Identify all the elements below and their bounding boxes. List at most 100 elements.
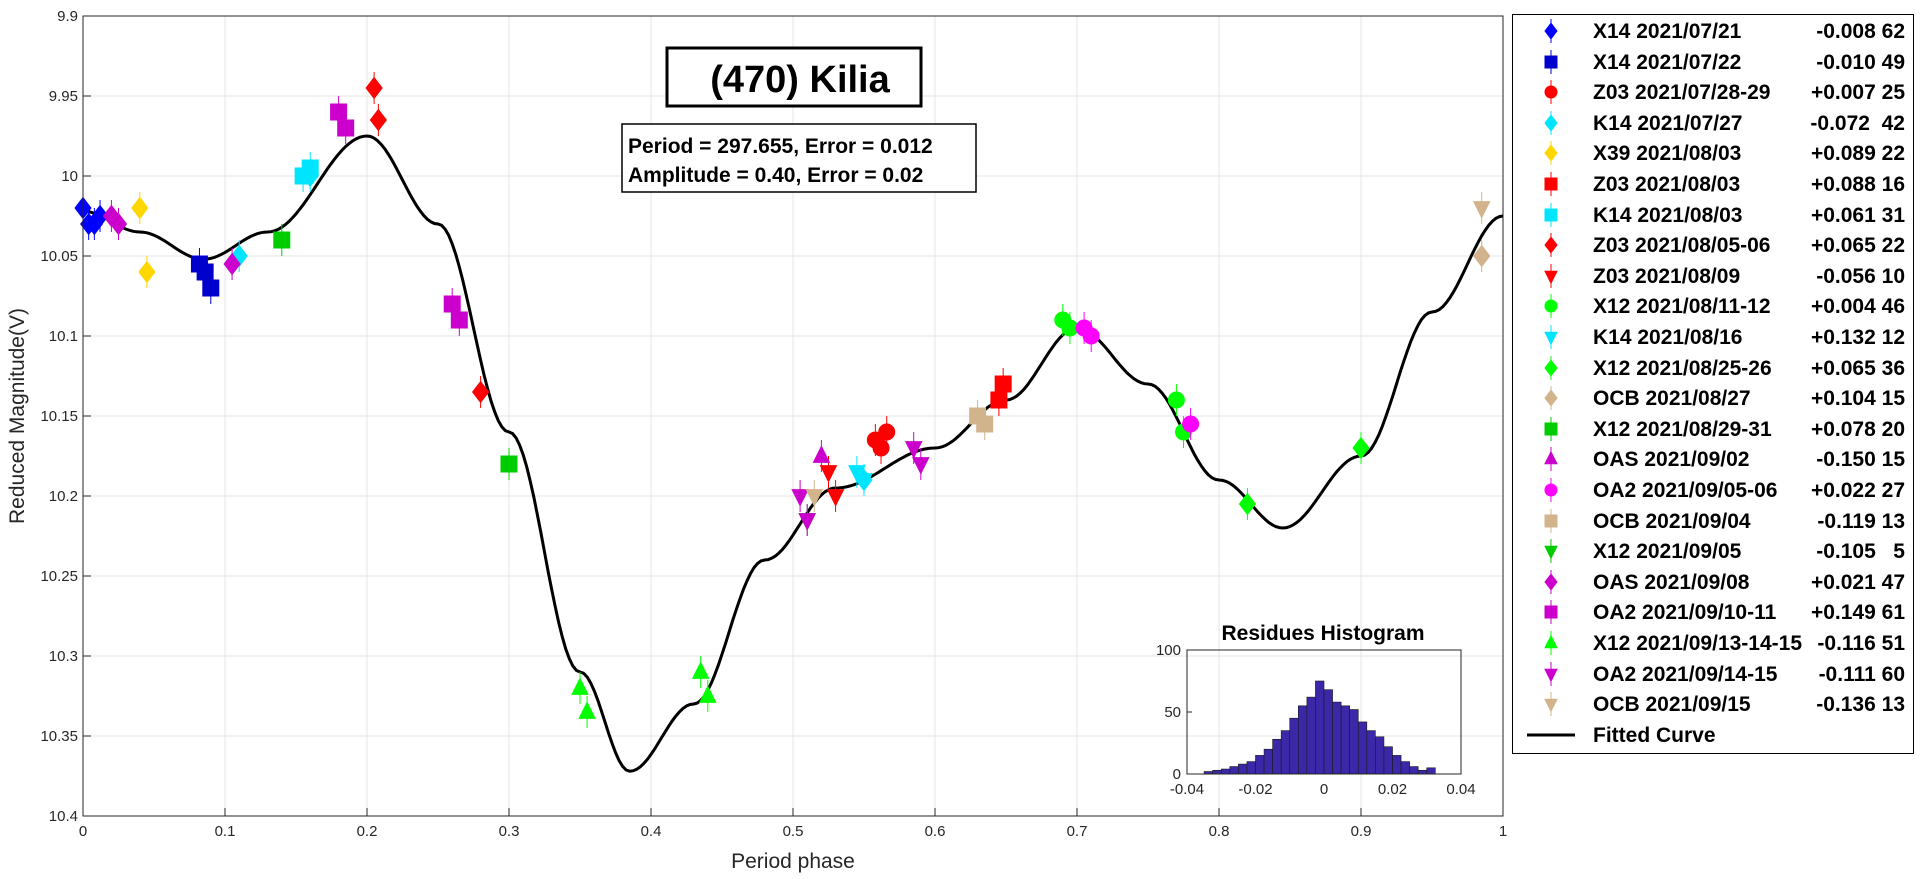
legend-entry: K14 2021/08/16 +0.132 12 bbox=[1513, 322, 1913, 352]
legend-marker-icon bbox=[1544, 202, 1558, 227]
legend-entry: OA2 2021/09/14-15 -0.111 60 bbox=[1513, 659, 1913, 689]
title-box bbox=[665, 46, 923, 108]
y-tick-label: 10 bbox=[61, 168, 78, 185]
histogram-bar bbox=[1383, 746, 1393, 775]
x-tick-labels: 0 0.1 0.2 0.3 0.4 0.5 0.6 0.7 0.8 0.9 1 bbox=[79, 808, 1507, 840]
data-point bbox=[872, 439, 890, 457]
data-point bbox=[990, 391, 1008, 409]
legend-marker bbox=[1544, 422, 1558, 436]
data-point bbox=[230, 244, 248, 268]
y-tick-label: 10.05 bbox=[40, 248, 78, 265]
legend-label: X39 2021/08/03 bbox=[1593, 142, 1742, 166]
data-point bbox=[301, 159, 319, 177]
data-point bbox=[994, 375, 1012, 393]
legend-label: K14 2021/08/03 bbox=[1593, 203, 1743, 227]
legend-marker-icon bbox=[1544, 355, 1558, 380]
data-point bbox=[138, 260, 156, 284]
data-point bbox=[91, 204, 109, 228]
legend-offset-count: +0.065 36 bbox=[1811, 357, 1905, 381]
histogram-title: Residues Histogram bbox=[1221, 622, 1424, 645]
legend-entry: Z03 2021/07/28-29 +0.007 25 bbox=[1513, 77, 1913, 107]
legend-label: Z03 2021/08/03 bbox=[1593, 173, 1741, 196]
data-point bbox=[826, 489, 845, 507]
legend-label: X12 2021/08/11-12 bbox=[1593, 295, 1771, 319]
legend-offset: +0.104 bbox=[1810, 387, 1876, 411]
legend-marker bbox=[1544, 85, 1558, 99]
y-tick-label: 10.2 bbox=[49, 488, 78, 505]
legend-marker-icon bbox=[1544, 263, 1558, 288]
legend-offset-count: -0.056 10 bbox=[1816, 265, 1905, 289]
histogram-bar bbox=[1238, 763, 1248, 775]
legend-count: 61 bbox=[1881, 601, 1905, 625]
legend-offset: -0.136 bbox=[1816, 693, 1876, 717]
histogram-bar bbox=[1289, 717, 1299, 775]
y-tick-label: 9.9 bbox=[57, 8, 78, 25]
hist-y-tick-label: 100 bbox=[1156, 642, 1181, 659]
legend-entry: K14 2021/08/03 +0.061 31 bbox=[1513, 200, 1913, 230]
legend-marker bbox=[1544, 668, 1558, 682]
histogram-bar bbox=[1349, 709, 1359, 775]
legend-label: Z03 2021/08/09 bbox=[1593, 264, 1741, 288]
x-tick-label: 0.7 bbox=[1067, 823, 1088, 840]
data-point bbox=[1352, 436, 1370, 460]
legend-label: OCB 2021/08/27 bbox=[1593, 387, 1751, 411]
legend-offset-count: -0.150 15 bbox=[1816, 448, 1905, 472]
histogram-bar bbox=[1263, 748, 1273, 775]
legend-label: OA2 2021/09/05-06 bbox=[1593, 479, 1778, 502]
legend-entry: X14 2021/07/21 -0.008 62 bbox=[1513, 16, 1913, 46]
legend-marker-icon bbox=[1544, 508, 1558, 533]
legend-count: 27 bbox=[1881, 479, 1905, 502]
y-tick-label: 10.3 bbox=[49, 648, 78, 665]
legend-offset-count: +0.088 16 bbox=[1811, 173, 1905, 197]
legend-entry: OA2 2021/09/05-06 +0.022 27 bbox=[1513, 475, 1913, 505]
legend-offset: +0.132 bbox=[1810, 326, 1876, 349]
histogram-bar bbox=[1417, 769, 1428, 775]
legend-offset: +0.021 bbox=[1810, 570, 1876, 594]
legend-entry: Z03 2021/08/03 +0.088 16 bbox=[1513, 169, 1913, 199]
legend-offset-count: -0.010 49 bbox=[1816, 51, 1905, 75]
x-tick-label: 0.2 bbox=[357, 823, 378, 840]
y-tick-labels: 9.9 9.95 10 10.05 10.1 10.15 10.2 10.25 10.3 10.3… bbox=[40, 8, 91, 825]
legend-marker bbox=[1544, 55, 1558, 69]
data-point bbox=[976, 415, 994, 433]
legend-label: X12 2021/09/13-14-15 bbox=[1593, 632, 1803, 655]
hist-x-tick-label: 0.02 bbox=[1378, 781, 1407, 798]
legend-entry: Z03 2021/08/05-06 +0.065 22 bbox=[1513, 230, 1913, 260]
legend-count: 15 bbox=[1881, 387, 1905, 411]
fitted-curve bbox=[82, 134, 1504, 773]
hist-y-tick-label: 50 bbox=[1164, 704, 1181, 721]
legend-offset-count: +0.061 31 bbox=[1811, 204, 1905, 228]
legend-marker bbox=[1544, 358, 1558, 377]
legend-offset: +0.078 bbox=[1810, 417, 1876, 441]
x-tick-label: 0 bbox=[79, 823, 87, 840]
data-point bbox=[1167, 391, 1185, 409]
data-point bbox=[698, 685, 717, 703]
legend-offset-count: -0.105 5 bbox=[1816, 540, 1905, 564]
period-info-line: Period = 297.655, Error = 0.012 bbox=[628, 135, 933, 158]
histogram-bar bbox=[1366, 730, 1376, 775]
data-point bbox=[691, 661, 710, 679]
legend-offset-count: +0.021 47 bbox=[1811, 571, 1905, 595]
data-point bbox=[337, 119, 355, 137]
histogram-bar bbox=[1255, 755, 1265, 775]
legend-marker-icon bbox=[1544, 447, 1558, 472]
x-tick-label: 0.1 bbox=[215, 823, 236, 840]
hist-x-tick-label: 0.04 bbox=[1446, 781, 1475, 798]
y-tick-label: 10.25 bbox=[40, 568, 78, 585]
legend-marker bbox=[1544, 208, 1558, 222]
data-point bbox=[904, 441, 923, 459]
data-point bbox=[798, 513, 817, 531]
legend-entry: Fitted Curve bbox=[1513, 720, 1913, 750]
legend-count: 62 bbox=[1881, 20, 1905, 43]
legend-marker bbox=[1544, 144, 1558, 163]
legend-entry: OAS 2021/09/02 -0.150 15 bbox=[1513, 444, 1913, 474]
legend-offset: +0.065 bbox=[1810, 234, 1876, 258]
x-tick-label: 0.8 bbox=[1209, 823, 1230, 840]
legend-offset: +0.149 bbox=[1810, 601, 1876, 625]
legend-offset: -0.072 bbox=[1810, 111, 1870, 135]
legend-count: 22 bbox=[1881, 142, 1905, 166]
legend-count: 13 bbox=[1881, 509, 1905, 533]
histogram-axes: -0.04 -0.02 0 0.02 0.04 0 50 100 bbox=[1156, 642, 1476, 798]
data-point bbox=[500, 455, 518, 473]
legend-offset-count: +0.132 12 bbox=[1811, 326, 1905, 350]
